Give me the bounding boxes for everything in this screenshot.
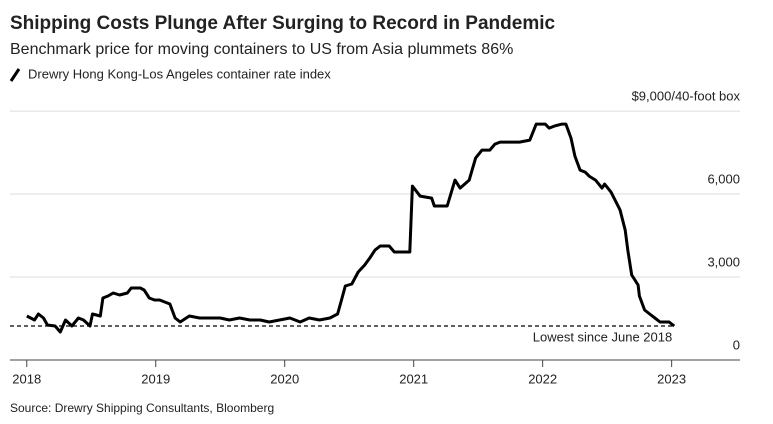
x-tick-label: 2018: [12, 371, 41, 386]
chart-title: Shipping Costs Plunge After Surging to R…: [10, 13, 555, 34]
source: Source: Drewry Shipping Consultants, Blo…: [10, 401, 274, 415]
y-tick-label: 6,000: [707, 171, 740, 186]
chart-subtitle: Benchmark price for moving containers to…: [10, 41, 513, 58]
series-line: [26, 122, 676, 334]
x-tick-label: 2022: [528, 371, 557, 386]
reference-label: Lowest since June 2018: [533, 329, 672, 344]
x-tick-label: 2020: [270, 371, 299, 386]
y-tick-label: 3,000: [707, 254, 740, 269]
x-tick-label: 2021: [399, 371, 428, 386]
x-tick-label: 2019: [141, 371, 170, 386]
y-tick-label: $9,000/40-foot box: [632, 89, 741, 104]
x-tick-label: 2023: [657, 371, 686, 386]
y-tick-label: 0: [733, 337, 740, 352]
legend-label: Drewry Hong Kong-Los Angeles container r…: [28, 66, 331, 81]
legend-swatch: [9, 68, 21, 82]
